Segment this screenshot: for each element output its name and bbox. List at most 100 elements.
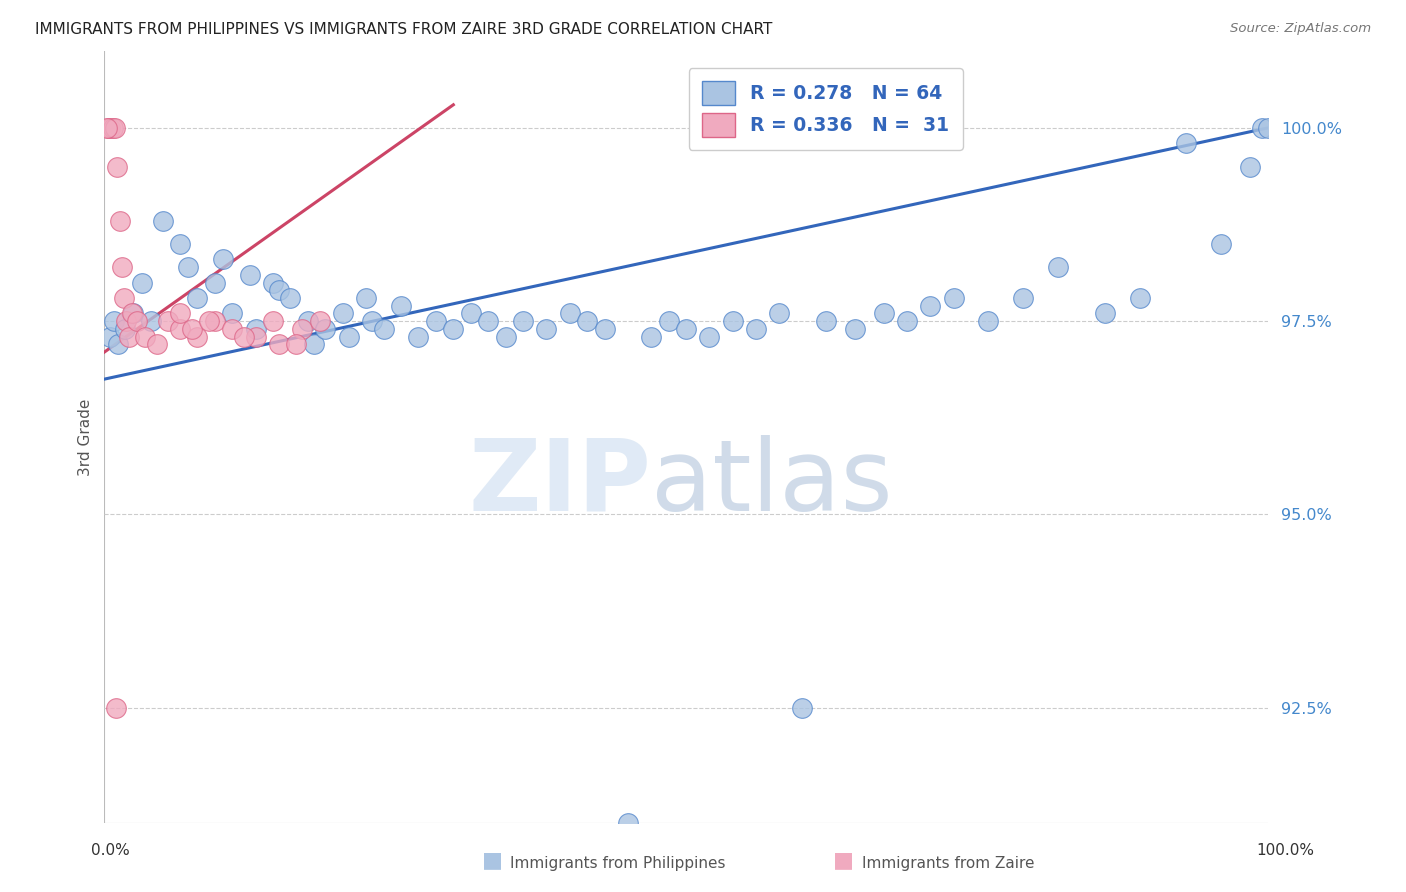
Point [212,252,235,267]
Point [131,276,153,290]
Point [186,291,208,305]
Point [354,291,377,305]
Text: Immigrants from Philippines: Immigrants from Philippines [510,855,725,871]
Point [186,329,208,343]
Point [169,306,191,320]
Point [112,291,135,305]
Point [285,337,308,351]
Point [576,314,599,328]
Point [204,276,226,290]
Point [441,322,464,336]
Point [262,314,284,328]
Point [245,329,267,343]
Text: ■: ■ [834,850,853,870]
Point [104,120,127,135]
Point [1094,306,1116,320]
Text: ■: ■ [482,850,502,870]
Point [177,260,200,274]
Text: Source: ZipAtlas.com: Source: ZipAtlas.com [1230,22,1371,36]
Point [302,337,325,351]
Point [115,314,138,328]
Point [280,291,302,305]
Point [152,213,174,227]
Point [721,314,744,328]
Point [1250,120,1272,135]
Point [512,314,534,328]
Point [332,306,354,320]
Point [373,322,395,336]
Point [1047,260,1070,274]
Point [460,306,482,320]
Point [792,700,814,714]
Point [495,329,517,343]
Point [337,329,360,343]
Text: 100.0%: 100.0% [1257,843,1315,858]
Text: atlas: atlas [651,435,893,532]
Point [107,337,129,351]
Point [942,291,965,305]
Point [180,322,202,336]
Point [389,299,412,313]
Text: 0.0%: 0.0% [91,843,131,858]
Point [873,306,896,320]
Point [1175,136,1198,151]
Point [844,322,866,336]
Point [361,314,384,328]
Point [408,329,430,343]
Text: ZIP: ZIP [468,435,651,532]
Point [145,337,167,351]
Point [245,322,267,336]
Point [97,120,120,135]
Point [675,322,697,336]
Point [657,314,679,328]
Point [233,329,256,343]
Point [121,306,143,320]
Point [1012,291,1035,305]
Y-axis label: 3rd Grade: 3rd Grade [79,399,93,475]
Point [134,329,156,343]
Text: Immigrants from Zaire: Immigrants from Zaire [862,855,1035,871]
Point [814,314,837,328]
Point [108,213,131,227]
Point [98,329,121,343]
Point [640,329,662,343]
Point [198,314,221,328]
Point [122,306,145,320]
Point [267,283,290,297]
Point [1257,120,1279,135]
Point [768,306,790,320]
Point [536,322,558,336]
Point [111,260,134,274]
Point [105,700,128,714]
Point [920,299,942,313]
Point [101,120,124,135]
Point [98,120,121,135]
Point [105,160,128,174]
Point [1209,236,1232,251]
Point [204,314,226,328]
Point [297,314,319,328]
Point [114,322,136,336]
Point [267,337,290,351]
Point [745,322,768,336]
Point [221,322,243,336]
Point [103,314,125,328]
Point [314,322,336,336]
Legend: R = 0.278   N = 64, R = 0.336   N =  31: R = 0.278 N = 64, R = 0.336 N = 31 [689,68,963,150]
Point [593,322,616,336]
Point [239,268,262,282]
Point [125,314,148,328]
Point [425,314,447,328]
Point [477,314,499,328]
Point [291,322,314,336]
Point [896,314,918,328]
Point [96,120,118,135]
Point [262,276,284,290]
Text: IMMIGRANTS FROM PHILIPPINES VS IMMIGRANTS FROM ZAIRE 3RD GRADE CORRELATION CHART: IMMIGRANTS FROM PHILIPPINES VS IMMIGRANT… [35,22,772,37]
Point [1239,160,1261,174]
Point [558,306,581,320]
Point [118,329,141,343]
Point [308,314,330,328]
Point [1129,291,1152,305]
Point [697,329,720,343]
